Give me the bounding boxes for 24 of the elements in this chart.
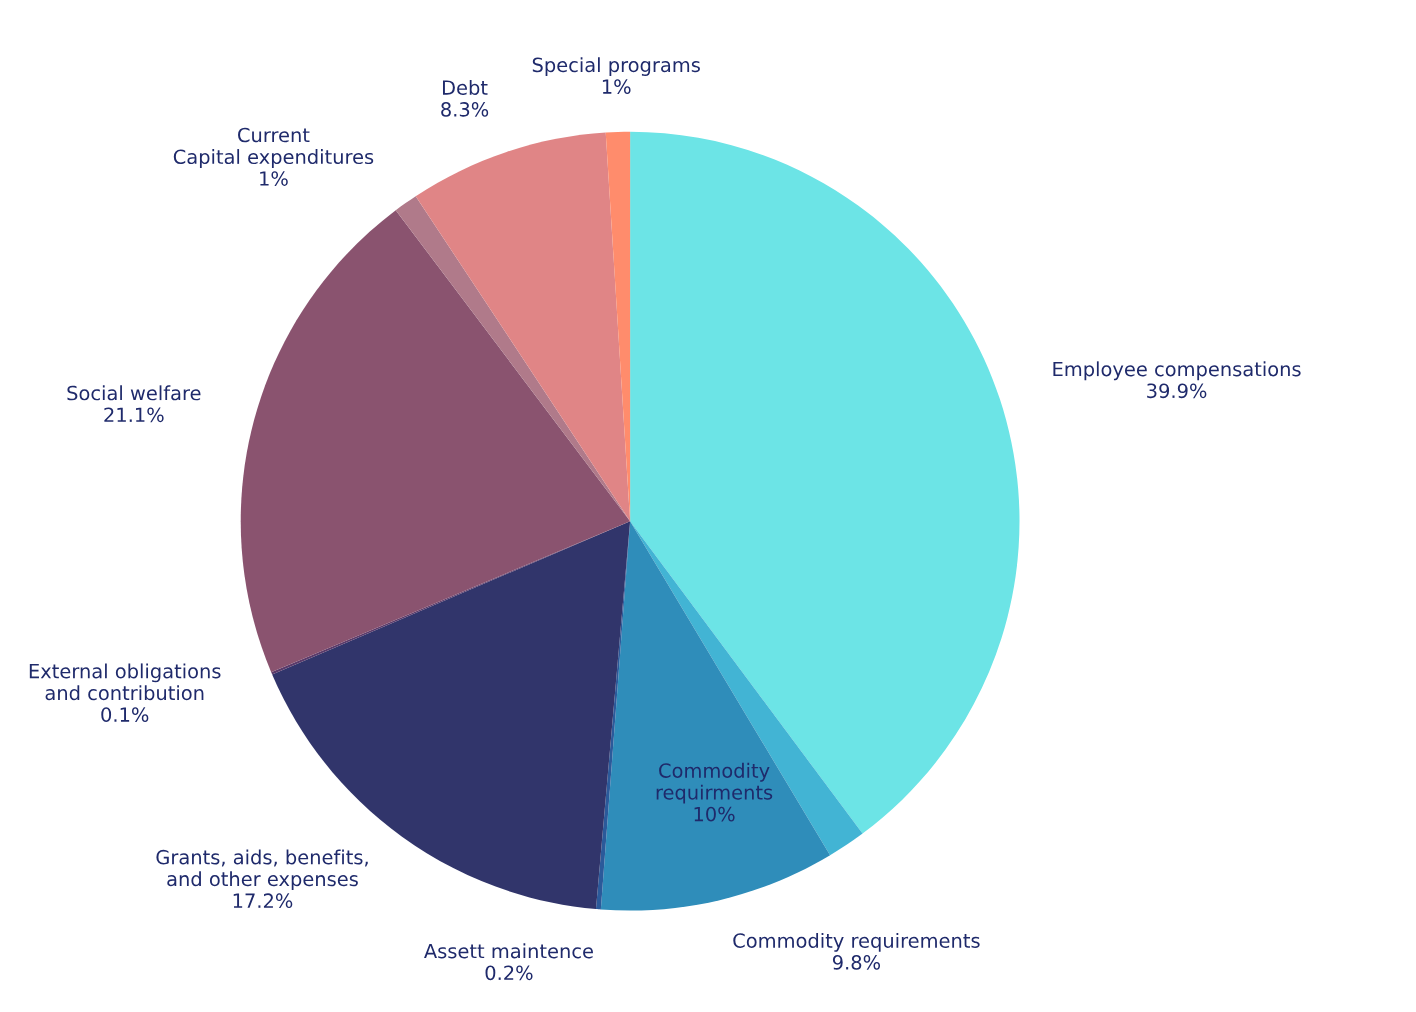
slice-label: Social welfare bbox=[67, 385, 201, 401]
pie-slice bbox=[600, 521, 831, 911]
slice-label: Grants, aids, benefits, and other expenses bbox=[156, 849, 368, 891]
data-label: 0.1% bbox=[101, 707, 149, 722]
text: Commodity requirments 10% bbox=[656, 762, 773, 822]
pie-slice bbox=[630, 521, 863, 856]
pie-slice bbox=[630, 131, 1020, 834]
data-label: 21.1% bbox=[104, 407, 164, 423]
data-label: 1% bbox=[260, 171, 288, 186]
pie-slice bbox=[415, 132, 631, 522]
slice-label: Commodity requirements bbox=[733, 932, 980, 952]
slice-label: Assett maintence bbox=[424, 943, 593, 959]
slice-label: External obligations and contribution bbox=[29, 663, 221, 701]
slice-label: Debt bbox=[443, 79, 488, 95]
data-label: 9.8% bbox=[832, 955, 881, 970]
data-label: 8.3% bbox=[441, 102, 489, 117]
data-label: 1% bbox=[602, 79, 631, 95]
slice-label: Employee compensations bbox=[1053, 361, 1301, 381]
pie-slice bbox=[240, 210, 631, 673]
data-label: 17.2% bbox=[233, 893, 293, 909]
data-label: 0.2% bbox=[485, 965, 533, 981]
slice-label: Special programs bbox=[532, 57, 700, 76]
slice-label: Current Capital expenditures bbox=[173, 127, 374, 168]
data-label: 39.9% bbox=[1147, 383, 1207, 399]
